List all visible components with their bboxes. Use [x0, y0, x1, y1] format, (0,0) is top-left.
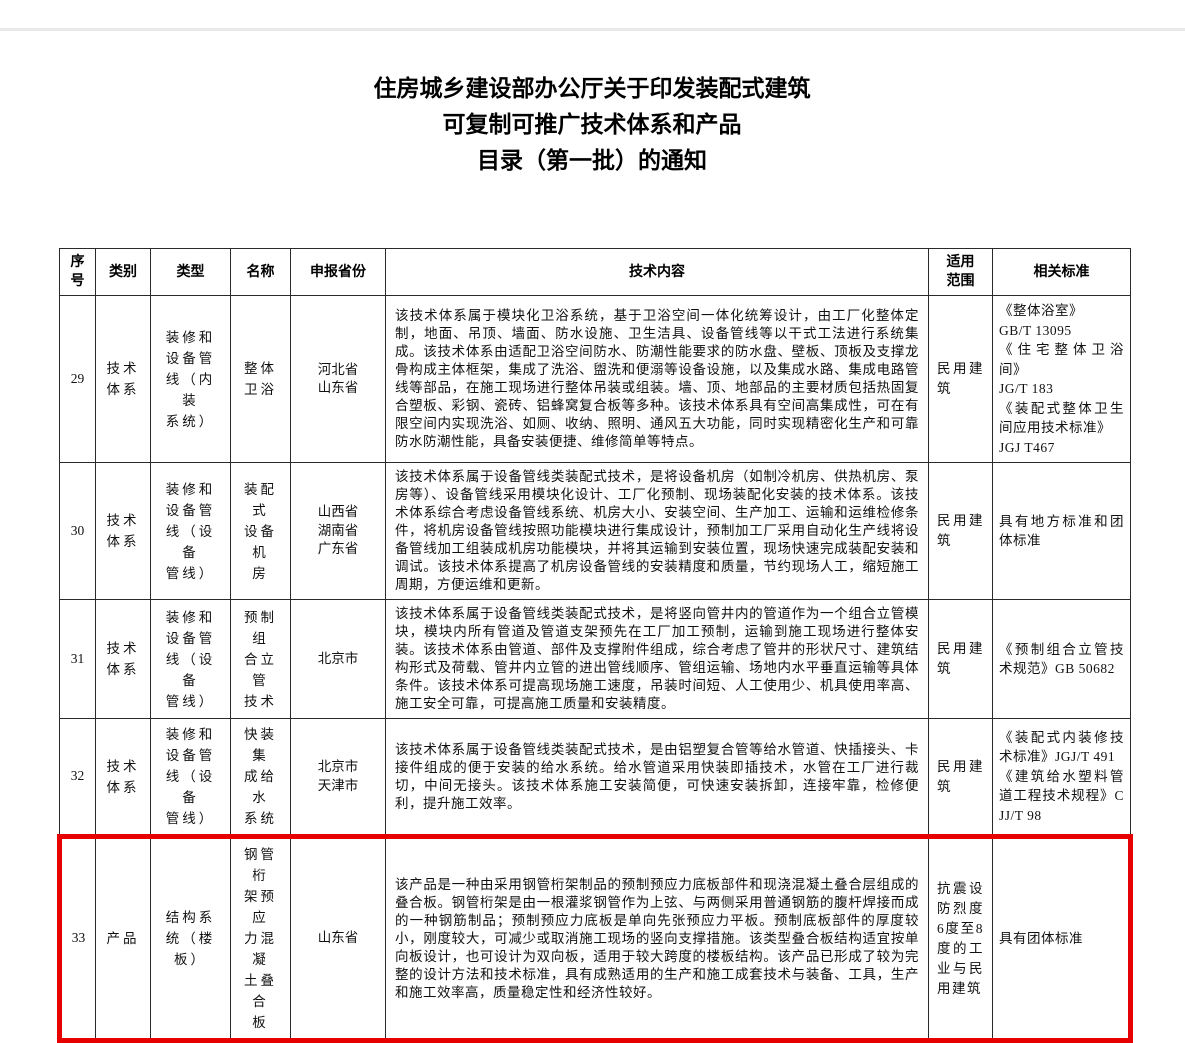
cell-type: 装修和 设备管 线（设备 管线）: [150, 599, 231, 719]
table-header-row: 序 号 类别 类型 名称 申报省份 技术内容 适用 范围 相关标准: [59, 248, 1131, 296]
cell-category: 产品: [95, 834, 151, 1043]
header-province: 申报省份: [290, 248, 386, 296]
cell-type: 装修和 设备管 线（内装 系统）: [150, 295, 231, 463]
table-row-30: 30 技术 体系 装修和 设备管 线（设备 管线） 装配式 设备机 房 山西省 …: [59, 462, 1131, 600]
cell-standards: 具有地方标准和团体标准: [992, 462, 1131, 600]
header-category: 类别: [95, 248, 151, 296]
cell-scope: 民用建筑: [928, 295, 993, 463]
cell-standards: 《装配式内装修技术标准》JGJ/T 491 《建筑给水塑料管道工程技术规程》CJ…: [992, 718, 1131, 837]
cell-province: 北京市 天津市: [290, 718, 386, 837]
page-top-divider: [0, 28, 1185, 31]
catalog-table: 序 号 类别 类型 名称 申报省份 技术内容 适用 范围 相关标准 29 技术 …: [57, 248, 1133, 1043]
cell-content: 该产品是一种由采用钢管桁架制品的预制预应力底板部件和现浇混凝土叠合层组成的叠合板…: [385, 834, 929, 1043]
cell-category: 技术 体系: [95, 462, 151, 600]
header-scope: 适用 范围: [928, 248, 993, 296]
cell-type: 装修和 设备管 线（设备 管线）: [150, 462, 231, 600]
table-row-29: 29 技术 体系 装修和 设备管 线（内装 系统） 整体 卫浴 河北省 山东省 …: [59, 295, 1131, 463]
cell-category: 技术 体系: [95, 599, 151, 719]
cell-province: 河北省 山东省: [290, 295, 386, 463]
document-title: 住房城乡建设部办公厅关于印发装配式建筑 可复制可推广技术体系和产品 目录（第一批…: [57, 0, 1127, 178]
cell-province: 山西省 湖南省 广东省: [290, 462, 386, 600]
cell-province: 山东省: [290, 834, 386, 1043]
table-row-31: 31 技术 体系 装修和 设备管 线（设备 管线） 预制组 合立管 技术 北京市…: [59, 599, 1131, 719]
cell-content: 该技术体系属于设备管线类装配式技术，是将竖向管井内的管道作为一个组合立管模块，模…: [385, 599, 929, 719]
cell-scope: 抗震设防烈度6度至8度的工业与民用建筑: [928, 834, 993, 1043]
cell-serial: 31: [59, 599, 96, 719]
cell-content: 该技术体系属于设备管线类装配式技术，是由铝塑复合管等给水管道、快插接头、卡接件组…: [385, 718, 929, 837]
cell-category: 技术 体系: [95, 295, 151, 463]
cell-type: 装修和 设备管 线（设备 管线）: [150, 718, 231, 837]
cell-serial: 29: [59, 295, 96, 463]
cell-name: 装配式 设备机 房: [230, 462, 291, 600]
cell-type: 结构系 统（楼 板）: [150, 834, 231, 1043]
header-content: 技术内容: [385, 248, 929, 296]
table-row-32: 32 技术 体系 装修和 设备管 线（设备 管线） 快装集 成给水 系统 北京市…: [59, 718, 1131, 837]
header-serial: 序 号: [59, 248, 96, 296]
title-line-2: 可复制可推广技术体系和产品: [442, 111, 742, 137]
cell-name: 快装集 成给水 系统: [230, 718, 291, 837]
table-row-33-highlighted: 33 产品 结构系 统（楼 板） 钢管桁 架预应 力混凝 土叠合 板 山东省 该…: [57, 834, 1133, 1043]
header-standards: 相关标准: [992, 248, 1131, 296]
cell-standards: 《预制组合立管技术规范》GB 50682: [992, 599, 1131, 719]
cell-serial: 30: [59, 462, 96, 600]
cell-province: 北京市: [290, 599, 386, 719]
cell-content: 该技术体系属于模块化卫浴系统，基于卫浴空间一体化统筹设计，由工厂化整体定制，地面…: [385, 295, 929, 463]
cell-scope: 民用建筑: [928, 599, 993, 719]
cell-serial: 33: [57, 834, 96, 1043]
title-line-3: 目录（第一批）的通知: [477, 147, 707, 173]
header-name: 名称: [230, 248, 291, 296]
title-line-1: 住房城乡建设部办公厅关于印发装配式建筑: [373, 75, 811, 101]
cell-category: 技术 体系: [95, 718, 151, 837]
cell-name: 钢管桁 架预应 力混凝 土叠合 板: [230, 834, 291, 1043]
cell-name: 整体 卫浴: [230, 295, 291, 463]
cell-scope: 民用建筑: [928, 718, 993, 837]
cell-content: 该技术体系属于设备管线类装配式技术，是将设备机房（如制冷机房、供热机房、泵房等）…: [385, 462, 929, 600]
header-type: 类型: [150, 248, 231, 296]
cell-standards: 具有团体标准: [992, 834, 1133, 1043]
cell-standards: 《整体浴室》 GB/T 13095 《住宅整体卫浴间》 JG/T 183 《装配…: [992, 295, 1131, 463]
cell-scope: 民用建筑: [928, 462, 993, 600]
cell-name: 预制组 合立管 技术: [230, 599, 291, 719]
cell-serial: 32: [59, 718, 96, 837]
